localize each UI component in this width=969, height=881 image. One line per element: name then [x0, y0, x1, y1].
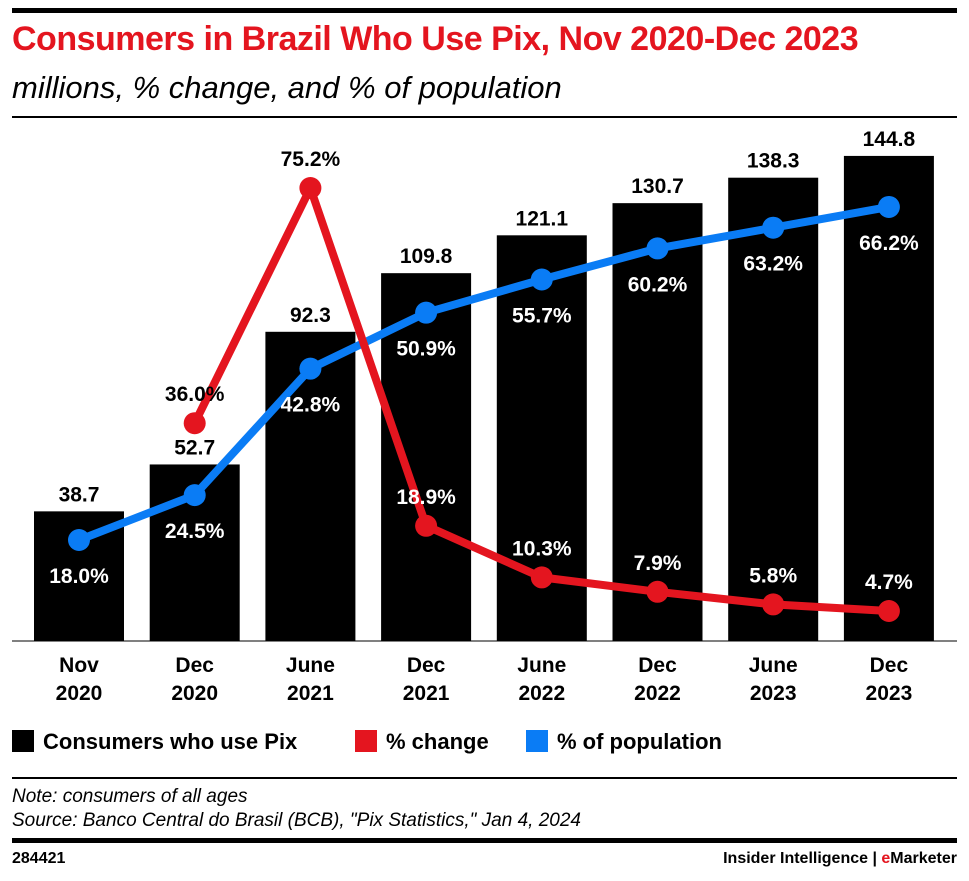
population-label: 63.2%: [743, 253, 803, 276]
population-label: 66.2%: [859, 232, 919, 255]
x-tick-label: 2023: [866, 682, 913, 705]
change-label: 36.0%: [165, 383, 225, 406]
x-tick-label: 2020: [171, 682, 218, 705]
chart-title: Consumers in Brazil Who Use Pix, Nov 202…: [12, 20, 859, 58]
x-tick-label: 2023: [750, 682, 797, 705]
x-tick-label: Dec: [870, 654, 909, 677]
legend-population-label: % of population: [557, 729, 722, 754]
change-point: [762, 593, 785, 616]
brand-e: e: [881, 850, 891, 867]
bar: [728, 177, 819, 641]
x-tick-label: 2020: [56, 682, 103, 705]
change-point: [530, 566, 553, 589]
population-point: [877, 195, 900, 218]
population-point: [299, 357, 322, 380]
x-tick-label: June: [517, 654, 566, 677]
change-point: [299, 177, 322, 199]
bar-value-label: 130.7: [631, 175, 684, 198]
change-label: 75.2%: [281, 148, 341, 171]
bar: [612, 203, 703, 641]
change-point: [877, 600, 900, 622]
change-label: 10.3%: [512, 537, 572, 560]
population-line: [77, 203, 890, 544]
x-tick-label: 2021: [287, 682, 334, 705]
source: Source: Banco Central do Brasil (BCB), "…: [12, 810, 581, 831]
brand-left: Insider Intelligence |: [723, 850, 882, 867]
change-label: 18.9%: [396, 486, 456, 509]
bar: [381, 273, 472, 641]
population-point: [530, 268, 553, 291]
legend-change-swatch: [355, 730, 377, 752]
footer-rule: [12, 838, 957, 843]
population-label: 60.2%: [628, 273, 688, 296]
x-tick-label: Nov: [59, 654, 99, 677]
brand-right: Marketer: [890, 850, 957, 867]
bar-value-label: 144.8: [863, 128, 916, 151]
population-label: 50.9%: [396, 338, 456, 361]
bar-value-label: 52.7: [174, 436, 215, 459]
population-label: 24.5%: [165, 520, 225, 543]
change-label: 5.8%: [749, 564, 797, 587]
legend-change-label: % change: [386, 729, 489, 754]
chart-subtitle: millions, % change, and % of population: [12, 70, 562, 105]
x-tick-label: June: [286, 654, 335, 677]
x-tick-label: June: [749, 654, 798, 677]
bar-value-label: 138.3: [747, 150, 800, 173]
x-tick-label: Dec: [175, 654, 214, 677]
population-label: 18.0%: [49, 565, 109, 588]
change-label: 4.7%: [865, 571, 913, 594]
x-tick-label: 2021: [403, 682, 450, 705]
chart-canvas: 38.7 52.7 92.3 109.8 121.1 130.7 138.3 144.8 Nov…: [12, 128, 957, 754]
population-label: 55.7%: [512, 305, 572, 328]
top-rule: [12, 8, 957, 13]
population-point: [646, 237, 669, 260]
change-label: 7.9%: [634, 552, 682, 575]
bar-value-label: 109.8: [400, 245, 453, 268]
note: Note: consumers of all ages: [12, 786, 248, 807]
bar: [843, 155, 934, 642]
bar-value-label: 92.3: [290, 304, 331, 327]
change-point: [183, 412, 206, 435]
change-point: [646, 580, 669, 603]
bar-value-label: 121.1: [516, 207, 569, 230]
x-tick-label: Dec: [407, 654, 446, 677]
change-point: [415, 514, 438, 537]
population-point: [183, 484, 206, 507]
legend-population-swatch: [526, 730, 548, 752]
legend-consumers-label: Consumers who use Pix: [43, 729, 298, 754]
x-tick-label: 2022: [634, 682, 681, 705]
population-point: [762, 216, 785, 239]
x-tick-label: Dec: [638, 654, 677, 677]
population-point: [415, 301, 438, 324]
population-point: [68, 529, 90, 552]
bar: [265, 331, 356, 641]
population-label: 42.8%: [281, 394, 341, 417]
brand: Insider Intelligence | eMarketer: [723, 850, 957, 868]
note-rule: [12, 777, 957, 779]
x-tick-label: 2022: [518, 682, 565, 705]
legend-consumers-swatch: [12, 730, 34, 752]
chart-id: 284421: [12, 850, 66, 867]
bar-value-label: 38.7: [59, 483, 100, 506]
title-rule: [12, 116, 957, 118]
